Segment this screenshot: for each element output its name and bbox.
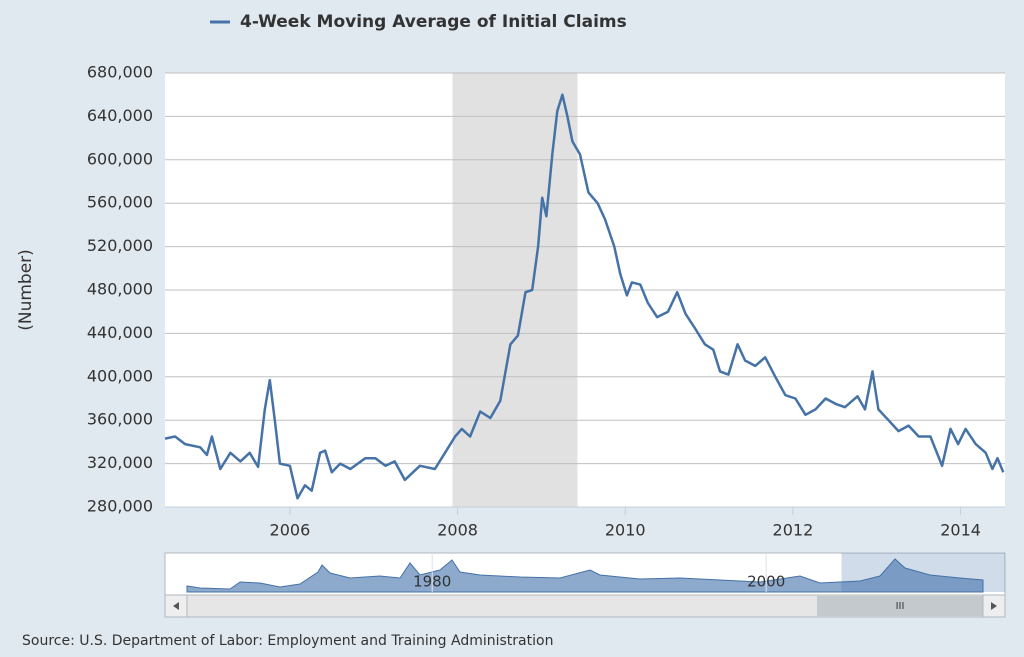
y-tick-label: 600,000: [87, 149, 153, 168]
x-tick-label: 2006: [270, 521, 311, 540]
y-tick-label: 400,000: [87, 366, 153, 385]
navigator-tick-label: 2000: [747, 573, 785, 591]
y-tick-label: 560,000: [87, 193, 153, 212]
y-tick-label: 320,000: [87, 453, 153, 472]
y-tick-label: 280,000: [87, 497, 153, 516]
y-axis-label: (Number): [16, 249, 36, 331]
arrow-left: [173, 602, 179, 610]
navigator-tick-label: 1980: [413, 573, 451, 591]
y-tick-label: 640,000: [87, 106, 153, 125]
y-tick-label: 680,000: [87, 63, 153, 82]
y-tick-label: 440,000: [87, 323, 153, 342]
x-tick-label: 2010: [605, 521, 646, 540]
y-tick-label: 480,000: [87, 280, 153, 299]
arrow-right: [991, 602, 997, 610]
x-tick-label: 2014: [940, 521, 981, 540]
navigator-selection[interactable]: [841, 553, 1005, 592]
scrollbar-thumb[interactable]: [817, 596, 983, 616]
data-line: [164, 93, 1005, 500]
y-tick-label: 360,000: [87, 410, 153, 429]
source-note: Source: U.S. Department of Labor: Employ…: [22, 633, 553, 649]
scrollbar-grip: III: [896, 601, 905, 612]
legend-label: 4-Week Moving Average of Initial Claims: [240, 12, 627, 32]
navigator-area: [186, 558, 984, 593]
x-tick-label: 2008: [437, 521, 478, 540]
x-tick-label: 2012: [773, 521, 814, 540]
y-tick-label: 520,000: [87, 236, 153, 255]
